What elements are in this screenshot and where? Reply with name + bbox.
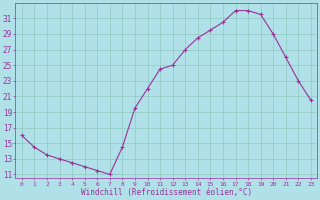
X-axis label: Windchill (Refroidissement éolien,°C): Windchill (Refroidissement éolien,°C) — [81, 188, 252, 197]
